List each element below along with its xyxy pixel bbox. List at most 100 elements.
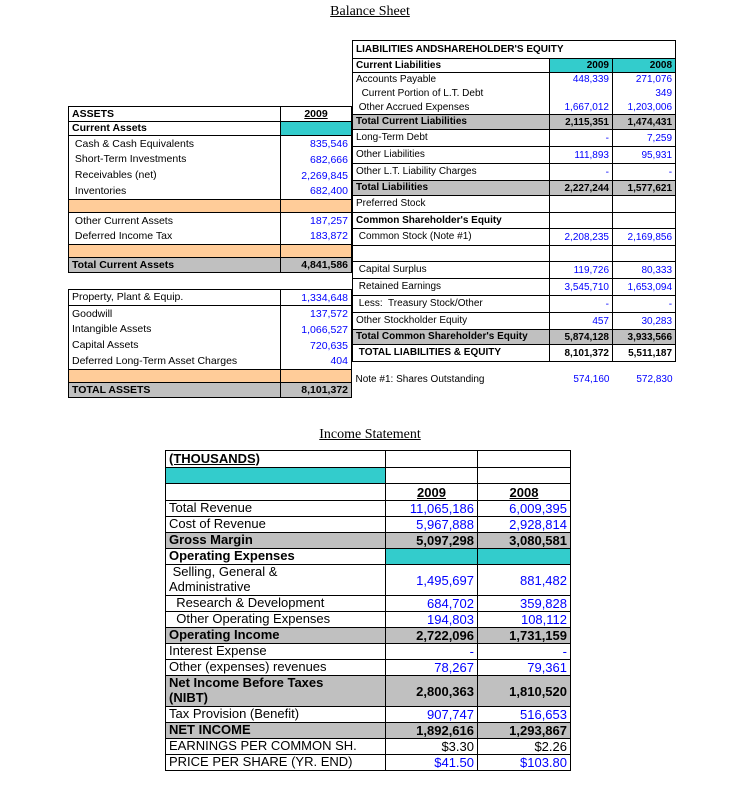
income-statement-table: (THOUSANDS) 2009 2008 Total Revenue 11,06…	[165, 450, 571, 771]
income-row: Operating Expenses	[165, 548, 571, 565]
assets-row: Cash & Cash Equivalents 835,546	[68, 135, 352, 152]
liabilities-title-row: LIABILITIES ANDSHAREHOLDER'S EQUITY	[351, 40, 677, 59]
liabilities-row-value: 1,653,094	[612, 278, 677, 296]
assets-row-label: Intangible Assets	[68, 321, 281, 338]
liabilities-row: TOTAL LIABILITIES & EQUITY 8,101,372 5,511…	[352, 344, 677, 362]
liabilities-row-value: 1,474,431	[612, 114, 677, 130]
assets-row-value: 404	[280, 353, 352, 370]
liabilities-row-value: 2,227,244	[549, 180, 613, 196]
assets-row-value	[281, 273, 352, 290]
liabilities-row-label: Note #1: Shares Outstanding	[355, 374, 485, 385]
income-row-value: 881,482	[477, 564, 571, 596]
liabilities-row	[352, 245, 677, 262]
liabilities-row-value: 574,160	[573, 374, 610, 386]
income-row-value: 1,495,697	[385, 564, 478, 596]
income-row: Research & Development 684,702 359,828	[165, 595, 571, 612]
assets-row: Inventories 682,400	[68, 183, 352, 200]
assets-table: ASSETS 2009 Current Assets Cash & Cash E…	[68, 106, 352, 398]
liabilities-header-row: Current Liabilities 2009 2008	[352, 58, 677, 73]
liabilities-row: Less: Treasury Stock/Other - -	[352, 295, 677, 313]
income-row: EARNINGS PER COMMON SH. $3.30 $2.26	[165, 738, 571, 755]
liabilities-row-label: Other Accrued Expenses	[352, 100, 550, 115]
liabilities-col-2009: 2009	[549, 58, 613, 73]
assets-row-value: 682,400	[280, 183, 352, 200]
liabilities-row: Other Stockholder Equity 457 30,283	[352, 312, 677, 330]
assets-header-row: ASSETS 2009	[68, 106, 352, 122]
income-row-value: 11,065,186	[385, 500, 478, 517]
assets-row-value: 8,101,372	[280, 382, 352, 398]
liabilities-row-value	[612, 245, 677, 262]
liabilities-row: Capital Surplus 119,726 80,333	[352, 261, 677, 279]
liabilities-row-label: Total Liabilities	[352, 180, 550, 196]
assets-row: Receivables (net) 2,269,845	[68, 167, 352, 184]
income-row-label: Other (expenses) revenues	[165, 659, 386, 676]
liabilities-row-value: -	[549, 295, 613, 313]
assets-row: Short-Term Investments 682,666	[68, 151, 352, 168]
liabilities-row-value	[549, 245, 613, 262]
liabilities-row-label	[352, 245, 550, 262]
income-row-value: -	[385, 643, 478, 660]
income-thousands-row: (THOUSANDS)	[165, 450, 571, 468]
income-empty-cell	[385, 467, 478, 484]
liabilities-row-value: -	[549, 163, 613, 181]
assets-row-value: 835,546	[280, 135, 352, 152]
income-row: Other (expenses) revenues 78,267 79,361	[165, 659, 571, 676]
liabilities-row: Other Accrued Expenses 1,667,012 1,203,006	[352, 100, 677, 115]
assets-row-value	[280, 199, 352, 213]
assets-row: Property, Plant & Equip. 1,334,648	[68, 289, 352, 306]
liabilities-table: LIABILITIES ANDSHAREHOLDER'S EQUITY Curr…	[351, 40, 677, 388]
liabilities-row-value: 80,333	[612, 261, 677, 279]
assets-row-value	[280, 369, 352, 383]
assets-row-value: 4,841,586	[280, 257, 352, 273]
liabilities-row-value: 1,667,012	[549, 100, 613, 115]
liabilities-row: Preferred Stock	[352, 195, 677, 213]
income-teal-band	[165, 467, 386, 484]
liabilities-row: Retained Earnings 3,545,710 1,653,094	[352, 278, 677, 296]
assets-row	[68, 199, 352, 213]
income-row-label: Tax Provision (Benefit)	[165, 706, 386, 723]
income-row-value: 2,928,814	[477, 516, 571, 533]
liabilities-row-value: 30,283	[612, 312, 677, 330]
income-thousands-label: (THOUSANDS)	[165, 450, 386, 468]
liabilities-row-label: Less: Treasury Stock/Other	[352, 295, 550, 313]
liabilities-row-label: Accounts Payable	[352, 72, 550, 87]
liabilities-row-value: 2,115,351	[549, 114, 613, 130]
assets-row-label	[68, 369, 281, 383]
income-row-value: 1,293,867	[477, 722, 571, 739]
income-row-value: $3.30	[385, 738, 478, 755]
assets-row: Deferred Income Tax 183,872	[68, 228, 352, 245]
liabilities-row-value: 119,726	[549, 261, 613, 279]
income-row-value: 108,112	[477, 611, 571, 628]
income-row-value: 79,361	[477, 659, 571, 676]
income-row-value: 2,722,096	[385, 627, 478, 644]
income-row-label: Gross Margin	[165, 532, 386, 549]
income-row: Net Income Before Taxes (NIBT) 2,800,363 1…	[165, 675, 571, 707]
liabilities-row-label: Other L.T. Liability Charges	[352, 163, 550, 181]
income-row-value: 5,967,888	[385, 516, 478, 533]
liabilities-row: Total Liabilities 2,227,244 1,577,621	[352, 180, 677, 196]
liabilities-row-value: 271,076	[612, 72, 677, 87]
assets-row: Other Current Assets 187,257	[68, 212, 352, 229]
assets-row-value	[280, 244, 352, 258]
income-row-value: $2.26	[477, 738, 571, 755]
liabilities-row-value: -	[612, 295, 677, 313]
assets-row-label	[68, 199, 281, 213]
income-row-value: 907,747	[385, 706, 478, 723]
assets-row-label: Inventories	[68, 183, 281, 200]
assets-row-value: 720,635	[280, 337, 352, 354]
income-row-value: -	[477, 643, 571, 660]
income-empty-cell	[165, 483, 386, 501]
income-row: NET INCOME 1,892,616 1,293,867	[165, 722, 571, 739]
assets-row: Total Current Assets 4,841,586	[68, 257, 352, 273]
liabilities-row-value: 3,933,566	[612, 329, 677, 345]
liabilities-row-value: 448,339	[549, 72, 613, 87]
assets-row-value: 1,334,648	[280, 289, 352, 306]
liabilities-row: Current Portion of L.T. Debt 349	[352, 86, 677, 101]
income-row-value: 2,800,363	[385, 675, 478, 707]
income-row-value: 3,080,581	[477, 532, 571, 549]
assets-row-label: Goodwill	[68, 305, 281, 322]
income-row: Interest Expense - -	[165, 643, 571, 660]
assets-row-value: 183,872	[280, 228, 352, 245]
liabilities-row-value	[612, 212, 677, 229]
income-col-2009: 2009	[385, 483, 478, 501]
